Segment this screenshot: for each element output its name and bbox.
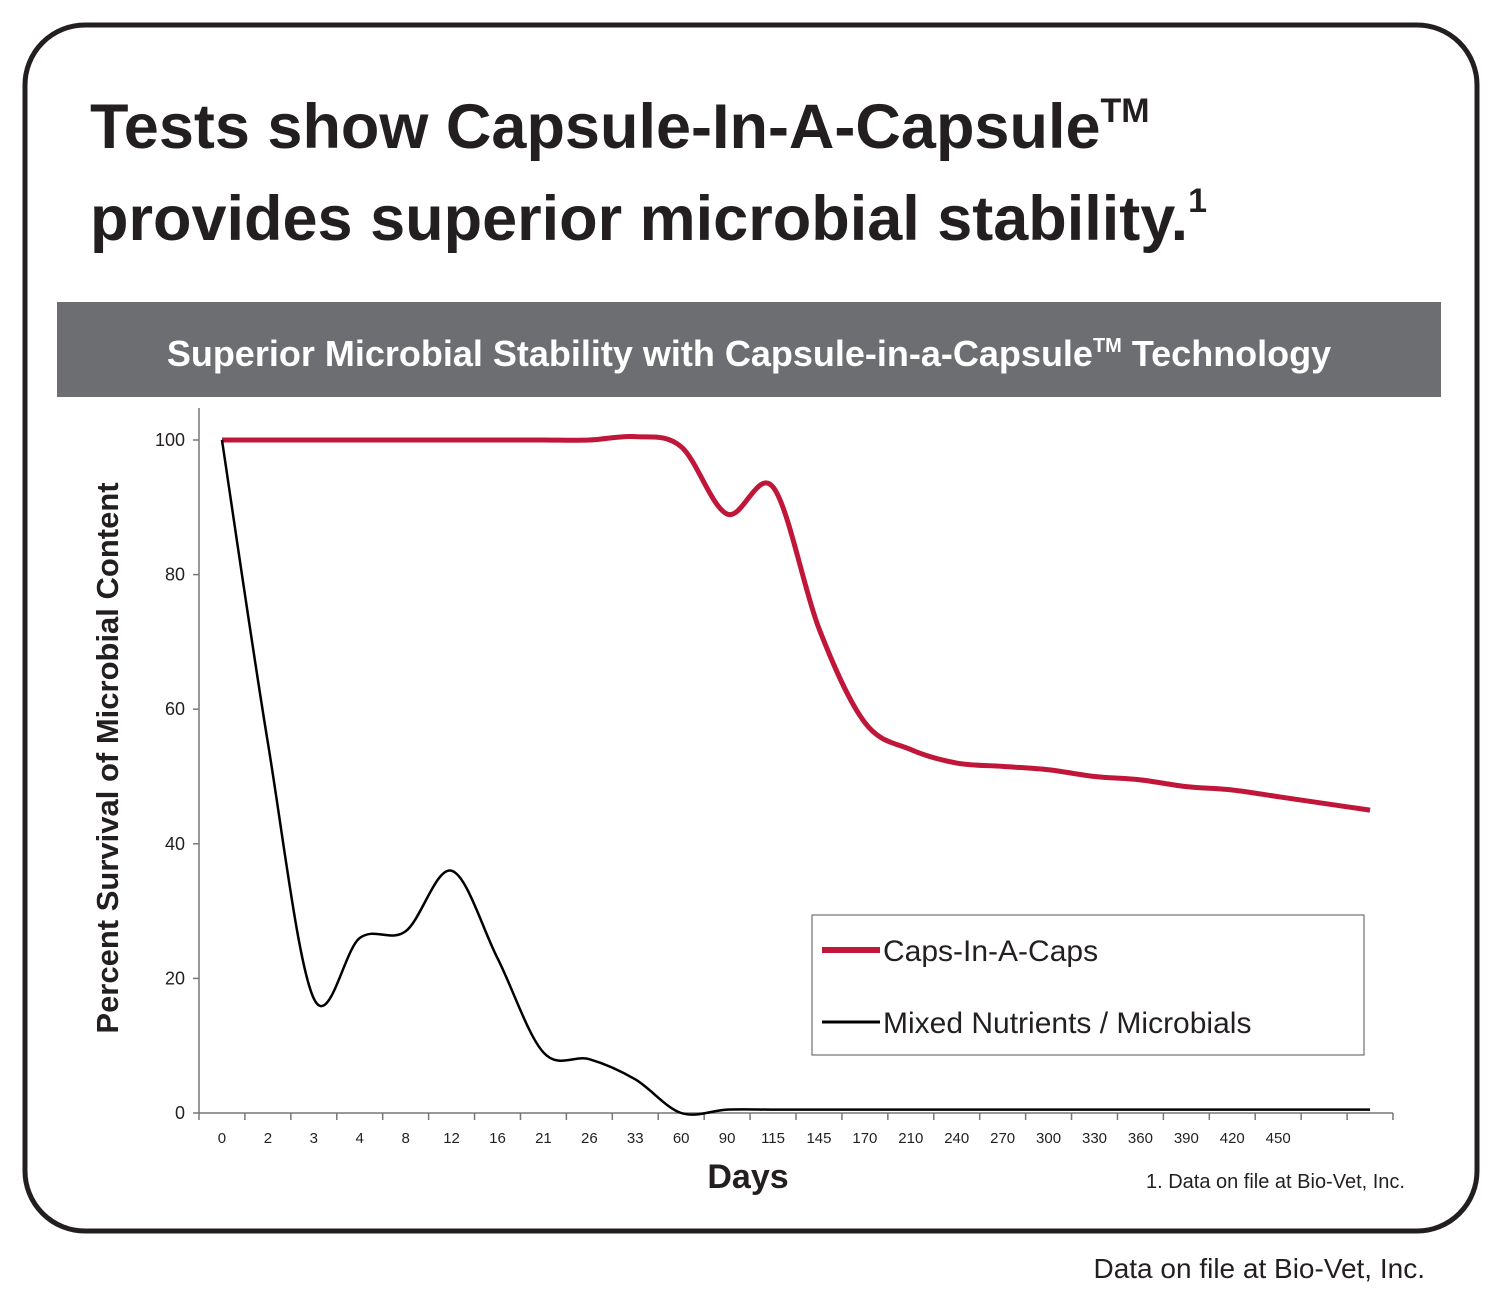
headline-text: Tests show Capsule-In-A-Capsule bbox=[90, 92, 1101, 162]
y-axis-label: Percent Survival of Microbial Content bbox=[90, 482, 125, 1033]
headline: provides superior microbial stability.1 bbox=[90, 182, 1207, 254]
headline: Tests show Capsule-In-A-CapsuleTM bbox=[90, 92, 1150, 162]
chart-note: 1. Data on file at Bio-Vet, Inc. bbox=[1146, 1171, 1405, 1193]
x-tick-label: 33 bbox=[627, 1130, 644, 1147]
x-tick-label: 2 bbox=[264, 1130, 272, 1147]
x-tick-label: 450 bbox=[1266, 1130, 1291, 1147]
x-axis-label: Days bbox=[707, 1158, 788, 1196]
y-tick-label: 100 bbox=[155, 430, 185, 450]
x-tick-label: 360 bbox=[1128, 1130, 1153, 1147]
x-tick-label: 90 bbox=[719, 1130, 736, 1147]
x-tick-label: 16 bbox=[489, 1130, 506, 1147]
x-tick-label: 8 bbox=[401, 1130, 409, 1147]
x-tick-label: 210 bbox=[898, 1130, 923, 1147]
chart-title: Superior Microbial Stability with Capsul… bbox=[167, 333, 1331, 374]
y-tick-label: 0 bbox=[175, 1103, 185, 1123]
chart-title-text: Technology bbox=[1132, 333, 1331, 374]
x-tick-label: 330 bbox=[1082, 1130, 1107, 1147]
x-tick-label: 420 bbox=[1220, 1130, 1245, 1147]
x-tick-label: 145 bbox=[806, 1130, 831, 1147]
x-tick-label: 300 bbox=[1036, 1130, 1061, 1147]
trademark: TM bbox=[1093, 335, 1122, 357]
legend-box bbox=[811, 914, 1365, 1056]
legend-label: Mixed Nutrients / Microbials bbox=[883, 1007, 1251, 1040]
y-tick-label: 80 bbox=[165, 565, 185, 585]
y-tick-label: 20 bbox=[165, 968, 185, 988]
trademark: TM bbox=[1101, 92, 1150, 130]
x-tick-label: 12 bbox=[443, 1130, 460, 1147]
footnote-mark: 1 bbox=[1188, 182, 1207, 220]
x-tick-label: 240 bbox=[944, 1130, 969, 1147]
chart-banner bbox=[57, 302, 1441, 397]
legend-label: Caps-In-A-Caps bbox=[883, 935, 1098, 968]
headline-text: provides superior microbial stability. bbox=[90, 184, 1188, 254]
x-tick-label: 60 bbox=[673, 1130, 690, 1147]
chart-title-text: Superior Microbial Stability with Capsul… bbox=[167, 333, 1093, 374]
x-tick-label: 26 bbox=[581, 1130, 598, 1147]
x-tick-label: 21 bbox=[535, 1130, 552, 1147]
series-line bbox=[221, 433, 1371, 813]
x-tick-label: 170 bbox=[852, 1130, 877, 1147]
plot: 0 20 40 60 80 100 0 2 3 4 8 12 16 21 26 33 60 90 115 145 170… bbox=[155, 408, 1394, 1147]
footer-note: Data on file at Bio-Vet, Inc. bbox=[1093, 1253, 1425, 1284]
x-tick-label: 115 bbox=[761, 1130, 785, 1147]
x-tick-label: 270 bbox=[990, 1130, 1015, 1147]
x-tick-label: 3 bbox=[310, 1130, 318, 1147]
x-tick-label: 4 bbox=[356, 1130, 364, 1147]
x-tick-label: 390 bbox=[1174, 1130, 1199, 1147]
x-tick-label: 0 bbox=[218, 1130, 226, 1147]
y-tick-label: 40 bbox=[165, 834, 185, 854]
y-tick-label: 60 bbox=[165, 699, 185, 719]
series-line bbox=[220, 439, 1371, 1116]
